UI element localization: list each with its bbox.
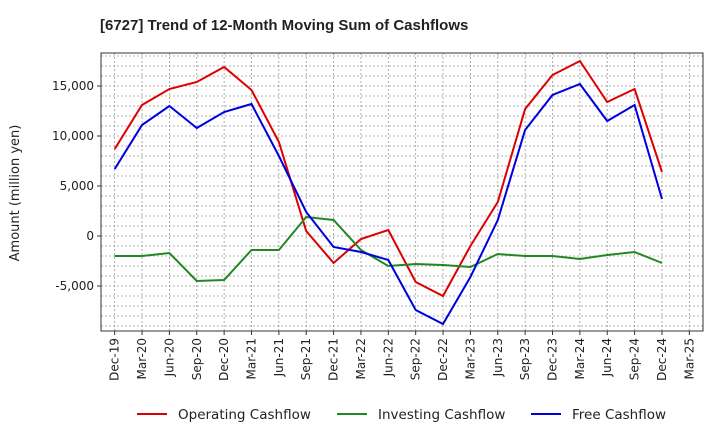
legend: Operating Cashflow Investing Cashflow Free… [137, 407, 666, 423]
legend-label: Free Cashflow [572, 407, 666, 423]
legend-label: Investing Cashflow [378, 407, 505, 423]
x-tick-label: Mar-22 [354, 338, 368, 379]
series-line-operating-cashflow [113, 59, 663, 298]
x-tick-label: Dec-20 [217, 338, 231, 381]
x-tick-label: Mar-23 [463, 338, 477, 379]
x-tick-label: Sep-21 [299, 338, 313, 380]
x-tick-label: Jun-21 [272, 338, 286, 377]
series-lines [113, 59, 663, 326]
x-tick-label: Sep-20 [190, 338, 204, 380]
x-tick-labels: Dec-19 Mar-20 Jun-20 Sep-20 Dec-20 Mar-21 Jun-… [108, 331, 696, 381]
y-tick-label: 5,000 [60, 179, 94, 193]
y-axis-label: Amount (million yen) [8, 125, 23, 262]
x-tick-label: Dec-19 [108, 338, 122, 381]
x-tick-label: Mar-21 [245, 338, 259, 379]
x-tick-label: Mar-20 [135, 338, 149, 379]
y-tick-label: 15,000 [52, 79, 94, 93]
x-tick-label: Mar-24 [573, 338, 587, 379]
x-tick-label: Jun-20 [162, 338, 176, 377]
x-tick-label: Dec-22 [436, 338, 450, 381]
grid [101, 53, 703, 331]
y-tick-label: 10,000 [52, 129, 94, 143]
y-tick-label: 0 [86, 229, 94, 243]
chart-title: [6727] Trend of 12-Month Moving Sum of C… [100, 17, 468, 34]
x-tick-label: Sep-24 [628, 338, 642, 380]
x-tick-label: Jun-23 [491, 338, 505, 377]
x-tick-label: Jun-22 [381, 338, 395, 377]
plot-frame [100, 52, 704, 332]
y-tick-labels: -5,000 0 5,000 10,000 15,000 [52, 79, 101, 293]
x-tick-label: Dec-21 [327, 338, 341, 381]
x-tick-label: Sep-22 [409, 338, 423, 380]
x-tick-label: Sep-23 [518, 338, 532, 380]
x-tick-label: Dec-24 [655, 338, 669, 381]
x-tick-label: Dec-23 [546, 338, 560, 381]
series-line-investing-cashflow [114, 215, 663, 283]
x-tick-label: Mar-25 [682, 338, 696, 379]
legend-label: Operating Cashflow [178, 407, 311, 423]
plot-border [100, 52, 704, 332]
x-tick-label: Jun-24 [600, 338, 614, 377]
y-tick-label: -5,000 [55, 279, 94, 293]
series-line-free-cashflow [113, 82, 663, 326]
